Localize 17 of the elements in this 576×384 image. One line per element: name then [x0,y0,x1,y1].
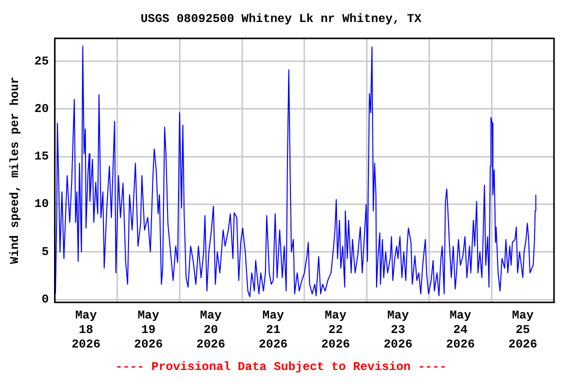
y-tick-label: 20 [34,102,49,116]
y-tick-label: 25 [34,54,49,68]
x-tick-label: May 19 2026 [134,308,163,352]
x-tick-label: May 23 2026 [384,308,412,352]
x-tick-label: May 18 2026 [72,308,100,352]
y-tick-label: 0 [42,292,49,307]
chart-title: USGS 08092500 Whitney Lk nr Whitney, TX [140,12,422,26]
x-tick-label: May 25 2026 [508,308,538,352]
text: ---- Provisional Data Subject to Revision ---- [115,360,447,374]
y-tick-label: 5 [42,244,49,259]
x-tick-label: May 24 2026 [446,308,475,352]
y-tick-label: 10 [34,197,49,212]
x-tick-label: May 20 2026 [196,308,226,352]
y-tick-label: 15 [34,150,49,164]
x-tick-label: May 22 2026 [321,308,350,352]
y-axis-title: Wind speed, miles per hour [8,76,22,264]
x-tick-label: May 21 2026 [258,308,288,352]
